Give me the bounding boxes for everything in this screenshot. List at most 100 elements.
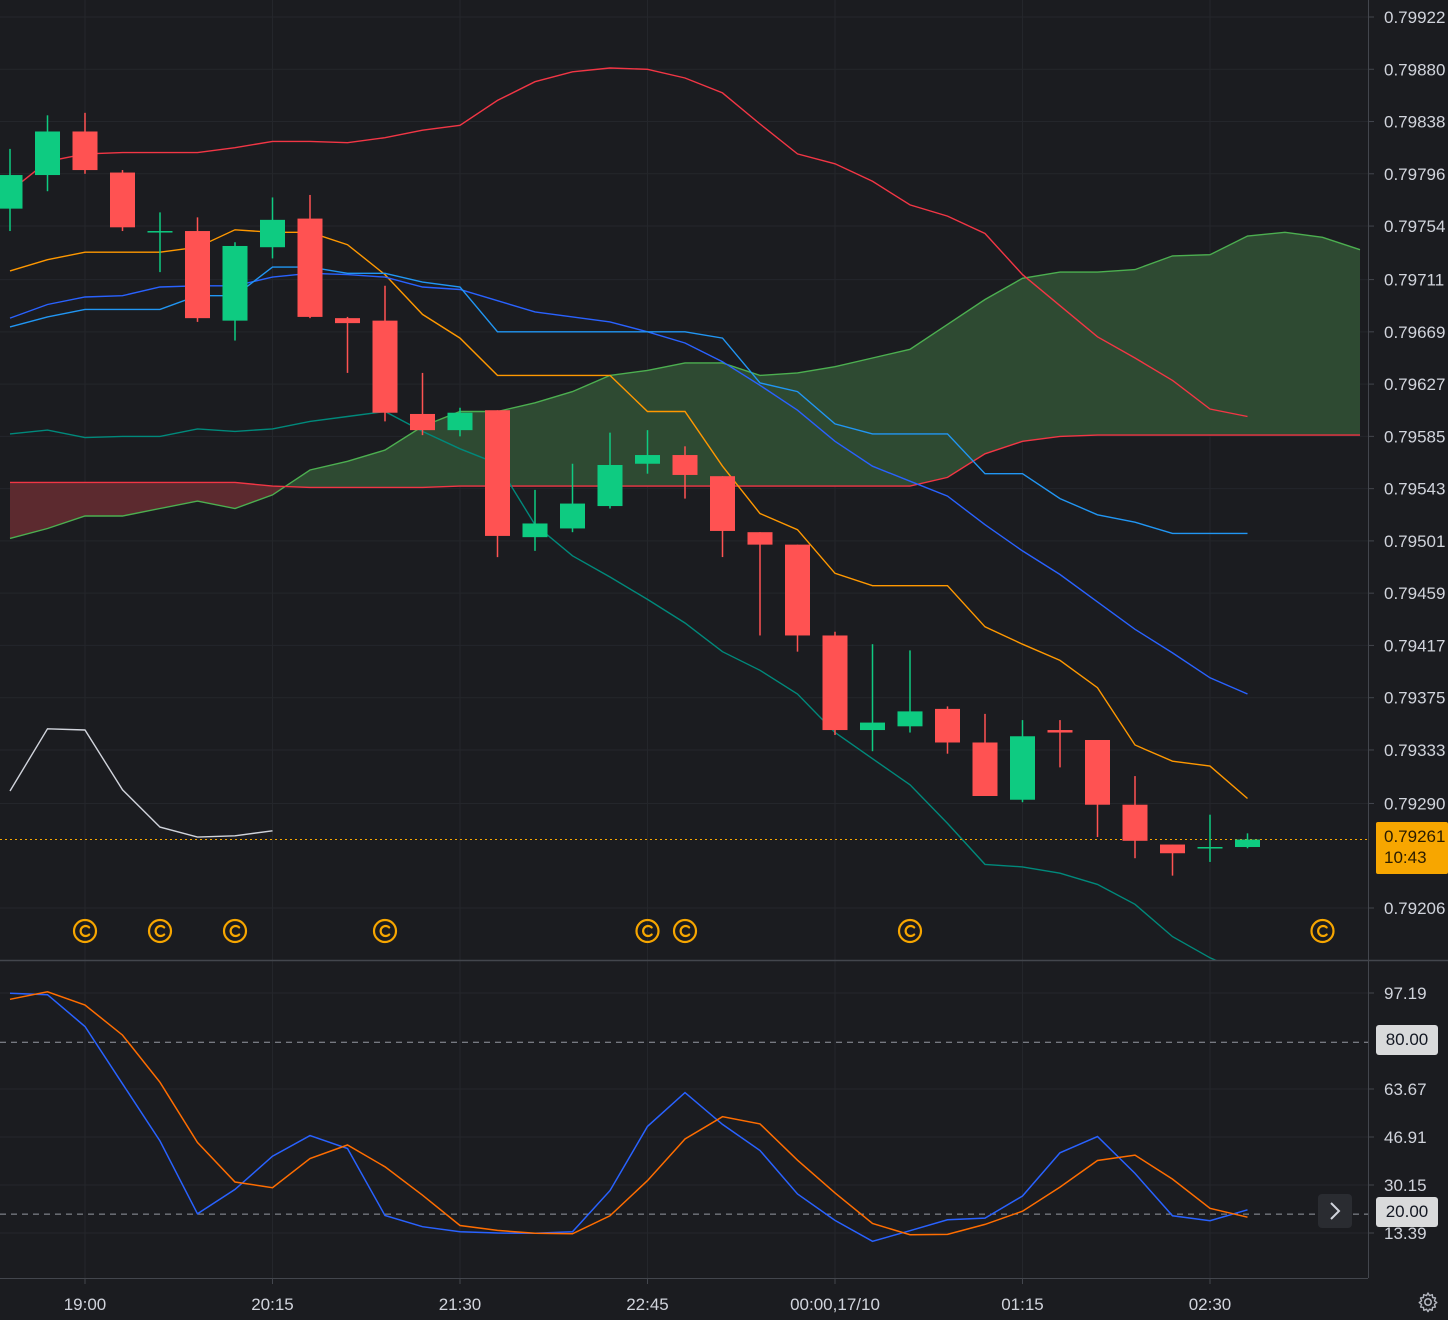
candle — [635, 430, 660, 474]
event-marker — [635, 918, 660, 944]
chevron-right-icon — [1330, 1202, 1341, 1220]
stoch-tick-label: 13.39 — [1384, 1224, 1427, 1243]
candle-body — [672, 455, 698, 475]
candle — [1160, 844, 1185, 876]
event-marker-ring — [72, 918, 98, 944]
candle — [0, 148, 23, 232]
candle-body — [185, 231, 210, 319]
candle-body — [635, 455, 660, 464]
candle-body — [222, 245, 248, 321]
candle-body — [785, 544, 810, 636]
cloud-segment — [535, 391, 573, 487]
price-tick-label: 0.79880 — [1384, 60, 1445, 79]
candle-body — [597, 464, 623, 507]
cloud-segment — [835, 358, 873, 487]
event-marker-ring — [147, 918, 173, 944]
price-tick-label: 0.79711 — [1384, 271, 1444, 290]
cloud-segment — [422, 411, 460, 488]
candle — [785, 544, 810, 652]
candle-body — [1235, 839, 1260, 848]
event-markers — [72, 918, 1335, 944]
event-marker-c — [679, 924, 691, 938]
price-tick-label: 0.79290 — [1384, 794, 1445, 813]
cloud-segment — [1060, 272, 1098, 437]
event-marker-c — [229, 924, 241, 938]
price-tick-label: 0.79543 — [1384, 480, 1445, 499]
gear-icon — [1418, 1292, 1438, 1313]
stoch-line-1 — [9, 992, 1248, 1243]
candle — [447, 407, 473, 437]
cloud-segment — [1135, 255, 1173, 436]
candle-body — [372, 320, 398, 413]
event-marker-c — [904, 924, 916, 938]
candle — [147, 212, 173, 273]
candle-body — [297, 218, 323, 317]
cloud-segment — [1285, 232, 1323, 436]
candle — [1122, 776, 1148, 859]
price-tick-label: 0.79922 — [1384, 8, 1445, 27]
event-marker-ring — [372, 918, 398, 944]
candle-body — [72, 131, 98, 171]
scroll-to-realtime-button[interactable] — [1318, 1194, 1352, 1228]
candle-body — [560, 503, 585, 529]
stoch-tick-label: 30.15 — [1384, 1176, 1427, 1195]
event-marker-c — [379, 924, 391, 938]
event-marker-c — [1317, 924, 1328, 938]
price-tick-label: 0.79754 — [1384, 217, 1445, 236]
candle-body — [410, 413, 435, 431]
cloud-segment — [310, 461, 348, 488]
price-tick-label: 0.79627 — [1384, 375, 1445, 394]
candle — [410, 372, 435, 436]
chart-settings-button[interactable] — [1416, 1290, 1440, 1314]
candle-body — [710, 476, 735, 531]
cloud-segment — [1022, 272, 1060, 442]
time-tick-label: 02:30 — [1189, 1295, 1232, 1314]
indicator-line-5 — [9, 410, 1217, 960]
candle — [1085, 740, 1110, 838]
candle-body — [485, 410, 510, 536]
candle-body — [1160, 844, 1185, 854]
indicator-line-2 — [9, 229, 1248, 800]
candle — [822, 631, 848, 736]
candle-body — [1010, 736, 1035, 800]
candle — [935, 706, 960, 754]
candle — [1197, 814, 1223, 862]
cloud-segment — [85, 482, 123, 516]
candle — [522, 489, 548, 551]
cloud-segment — [235, 482, 273, 509]
candle-body — [335, 318, 360, 324]
cloud-segment — [910, 324, 948, 487]
stoch-upper-level-label: 80.00 — [1376, 1025, 1438, 1055]
price-tick-label: 0.79206 — [1384, 899, 1445, 918]
event-marker — [72, 918, 98, 944]
candle — [1010, 720, 1035, 803]
price-tick-label: 0.79501 — [1384, 532, 1445, 551]
event-marker — [897, 918, 923, 944]
cloud-segment — [1172, 254, 1210, 436]
candle-body — [935, 708, 960, 743]
stoch-lower-level-label: 20.00 — [1376, 1197, 1438, 1227]
cloud-segment — [122, 482, 160, 516]
stoch-tick-label: 63.67 — [1384, 1080, 1427, 1099]
candle-body — [822, 635, 848, 731]
stochastic-panel — [0, 991, 1368, 1243]
price-tick-label: 0.79796 — [1384, 165, 1445, 184]
candle-body — [860, 722, 885, 731]
event-marker-ring — [897, 918, 923, 944]
cloud-segment — [760, 372, 798, 487]
price-panel — [0, 67, 1368, 960]
cloud-segment — [160, 482, 198, 509]
event-marker — [222, 918, 248, 944]
event-marker — [147, 918, 173, 944]
candle — [897, 650, 923, 733]
price-tick-label: 0.79838 — [1384, 113, 1445, 132]
candle — [747, 532, 773, 636]
price-tick-label: 0.79459 — [1384, 584, 1445, 603]
price-tick-label: 0.79669 — [1384, 323, 1445, 342]
candle-body — [35, 131, 60, 176]
lagging-span-line — [9, 728, 273, 838]
candle — [672, 446, 698, 499]
cloud-segment — [1247, 232, 1285, 436]
